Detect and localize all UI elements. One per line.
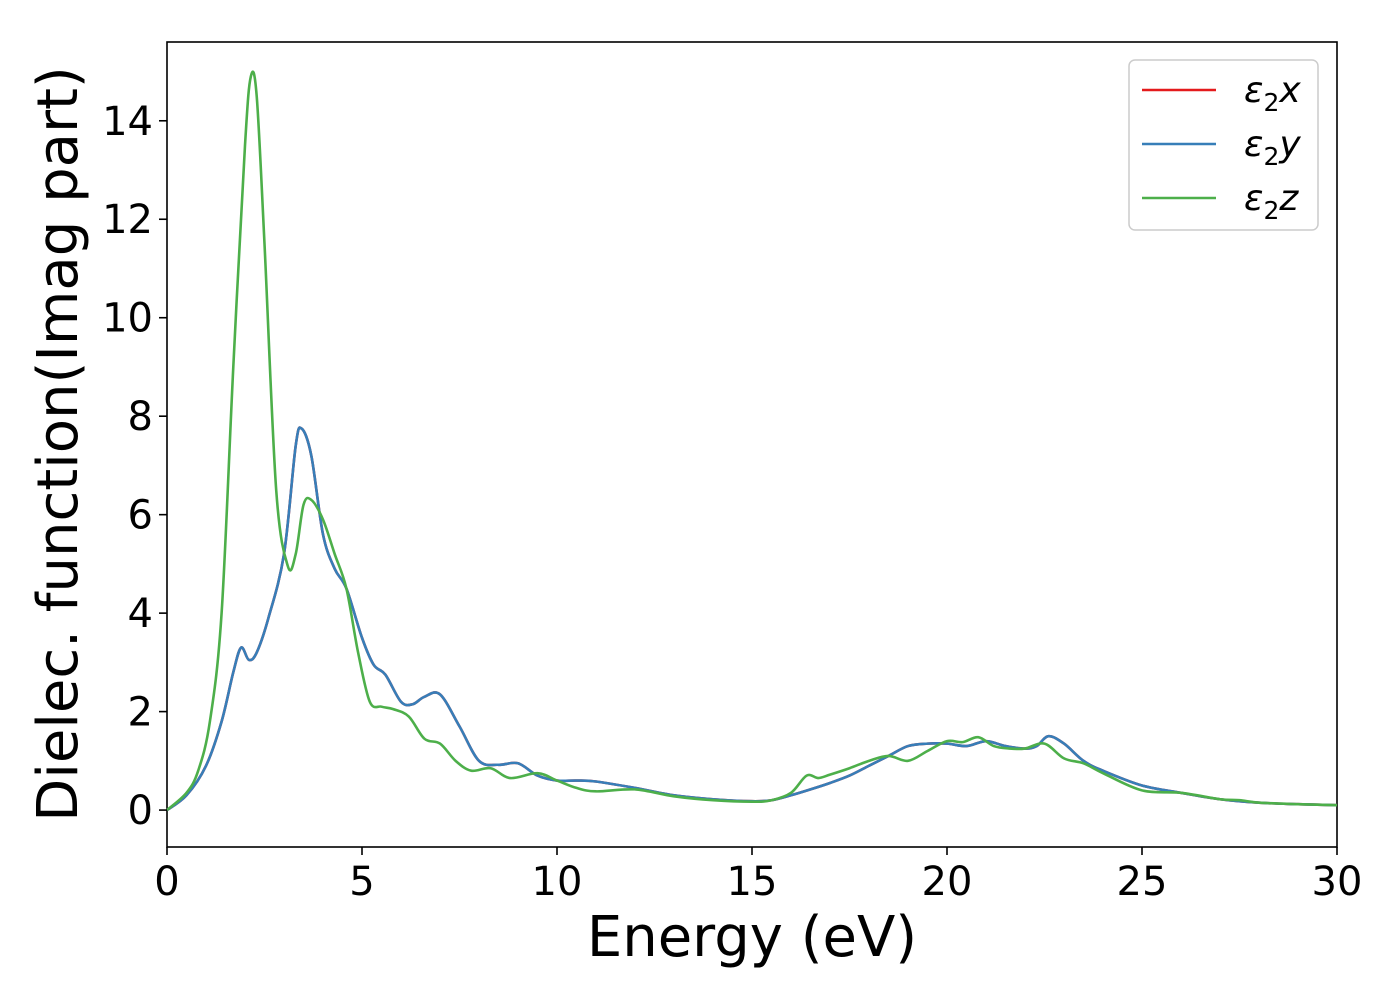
legend-label-eps2z: ε2z (1244, 178, 1299, 225)
y-tick-label-0: 0 (128, 788, 153, 834)
x-tick-label-20: 20 (922, 859, 973, 905)
legend-subscript: 2 (1263, 88, 1279, 117)
y-tick-label-6: 6 (128, 493, 153, 539)
y-tick-label-2: 2 (128, 690, 153, 736)
x-tick-label-5: 5 (349, 859, 374, 905)
y-axis: 0 2 4 6 8 10 12 14 (102, 99, 167, 834)
legend-axis: y (1278, 124, 1301, 165)
legend-box (1128, 59, 1319, 231)
legend-axis: z (1278, 178, 1299, 219)
series-line-eps2z (166, 70, 1338, 812)
series-layer (166, 70, 1338, 812)
y-tick-label-10: 10 (102, 296, 153, 342)
y-tick-label-12: 12 (102, 197, 153, 243)
legend-axis: x (1278, 70, 1301, 111)
legend-epsilon: ε (1244, 124, 1263, 165)
x-tick-label-15: 15 (727, 859, 778, 905)
legend-label-eps2y: ε2y (1244, 124, 1301, 171)
y-tick-label-4: 4 (128, 591, 153, 637)
legend-subscript: 2 (1263, 142, 1279, 171)
x-tick-label-30: 30 (1312, 859, 1363, 905)
x-tick-label-0: 0 (154, 859, 179, 905)
legend-subscript: 2 (1263, 196, 1279, 225)
x-tick-label-25: 25 (1117, 859, 1168, 905)
legend-label-eps2x: ε2x (1244, 70, 1301, 117)
x-axis-title: Energy (eV) (587, 905, 917, 970)
y-tick-label-8: 8 (128, 394, 153, 440)
series-line-eps2y (166, 426, 1338, 812)
series-line-eps2x (166, 426, 1338, 812)
legend-epsilon: ε (1244, 70, 1263, 111)
legend-epsilon: ε (1244, 178, 1263, 219)
x-axis: 0 5 10 15 20 25 30 (154, 847, 1362, 905)
y-tick-label-14: 14 (102, 99, 153, 145)
y-axis-title: Dielec. function(Imag part) (26, 66, 91, 822)
x-tick-label-10: 10 (532, 859, 583, 905)
